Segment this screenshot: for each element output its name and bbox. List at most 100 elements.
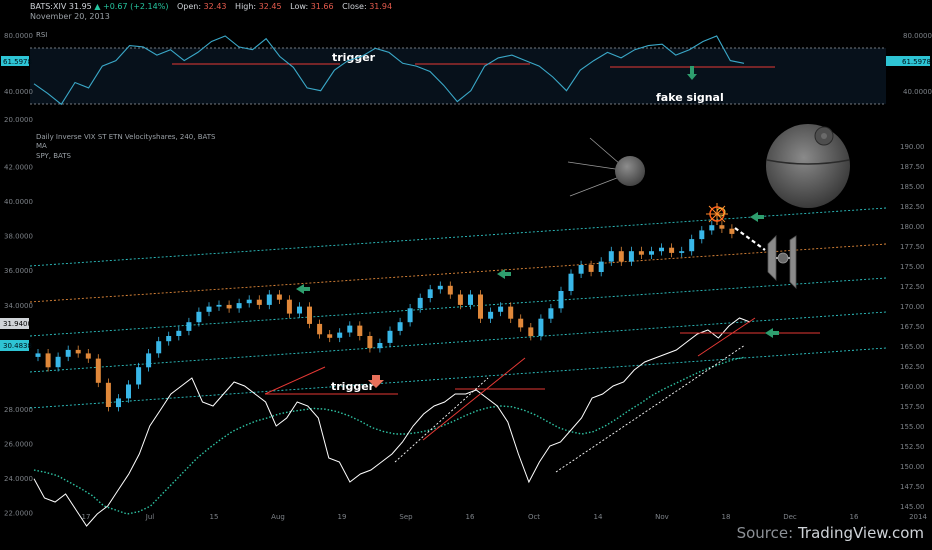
- candle-body: [548, 308, 554, 319]
- price-change: +0.67 (+2.14%): [103, 2, 169, 11]
- left-axis-tick: 42.0000: [4, 163, 33, 171]
- trendline-red-3: [697, 317, 756, 357]
- candle-body: [85, 353, 91, 359]
- right-axis-tick: 150.00: [900, 463, 925, 471]
- candle-body: [266, 294, 272, 305]
- low-label: Low:: [290, 2, 309, 11]
- right-axis-tick: 182.50: [900, 203, 925, 211]
- up-triangle-icon: ▲: [94, 2, 101, 11]
- candle-body: [357, 325, 363, 336]
- candle-body: [176, 330, 182, 336]
- left-axis-tick: 26.0000: [4, 440, 33, 448]
- trendline-red-2: [422, 357, 526, 441]
- right-axis-tick: 170.00: [900, 303, 925, 311]
- right-axis-tick: 177.50: [900, 243, 925, 251]
- candle-body: [659, 247, 664, 252]
- candle-body: [246, 299, 252, 304]
- left-axis-tick: 36.0000: [4, 267, 33, 275]
- channel-line-mid: [29, 243, 887, 303]
- candle-body: [709, 225, 715, 231]
- source-brand: TradingView.com: [797, 524, 924, 542]
- current-price-label: 31.9400: [3, 320, 32, 328]
- channel-line-3: [29, 311, 887, 373]
- candle-body: [196, 311, 202, 323]
- x-axis-tick: Jul: [145, 513, 155, 521]
- right-axis-tick: 165.00: [900, 343, 925, 351]
- candle-body: [317, 323, 323, 335]
- high-label: High:: [235, 2, 257, 11]
- candle-body: [447, 285, 453, 295]
- red-down-arrow-icon: [368, 375, 384, 388]
- x-axis-tick: 18: [722, 513, 731, 521]
- candle-body: [65, 349, 71, 357]
- left-axis-tick: 38.0000: [4, 233, 33, 241]
- death-star-icon: [766, 124, 850, 208]
- candle-body: [297, 306, 302, 314]
- left-axis-tick: 40.0000: [4, 198, 33, 206]
- source-credit[interactable]: Source: TradingView.com: [737, 524, 924, 542]
- tie-fighter-icon: [767, 235, 797, 289]
- open-value: 32.43: [203, 2, 227, 11]
- left-axis: 42.0000 40.0000 38.0000 36.0000 34.0000 28.00…: [4, 163, 33, 517]
- left-axis-tick: 34.0000: [4, 302, 33, 310]
- candle-body: [468, 294, 473, 305]
- candle-body: [478, 294, 483, 319]
- candle-body: [407, 308, 413, 323]
- candle-body: [45, 353, 51, 368]
- candle-body: [669, 247, 675, 253]
- left-axis-tick: 22.0000: [4, 510, 33, 518]
- rsi-current-label-right: 61.5978: [902, 58, 931, 66]
- right-axis-tick: 185.00: [900, 183, 925, 191]
- rsi-ytick-80: 80.0000: [4, 32, 33, 40]
- low-value: 31.66: [310, 2, 334, 11]
- xiv-candles: [35, 220, 735, 412]
- candle-body: [518, 318, 524, 328]
- right-axis-tick: 175.00: [900, 263, 925, 271]
- x-axis-tick: 16: [850, 513, 859, 521]
- candle-body: [236, 303, 242, 309]
- ma-price-badge: [0, 340, 29, 351]
- candle-body: [276, 294, 282, 300]
- candle-body: [729, 228, 735, 234]
- right-axis-tick: 152.50: [900, 443, 925, 451]
- green-arrow-icon-4: [765, 328, 779, 338]
- rsi-rtick-40: 40.0000: [903, 88, 932, 96]
- chart-date: November 20, 2013: [30, 12, 110, 21]
- candle-body: [116, 398, 121, 408]
- legend-ma: MA: [36, 142, 47, 150]
- right-axis-tick: 145.00: [900, 503, 925, 511]
- explosion-icon: [706, 203, 728, 225]
- candle-body: [55, 356, 61, 368]
- channel-line-bottom: [29, 347, 887, 409]
- candle-body: [538, 318, 544, 336]
- x-axis-tick: 19: [338, 513, 347, 521]
- x-axis-tick: 16: [466, 513, 475, 521]
- candle-body: [35, 353, 41, 357]
- candle-body: [558, 291, 564, 309]
- candle-body: [377, 343, 383, 349]
- projection-dashed-line: [734, 227, 766, 251]
- rsi-title: RSI: [36, 31, 47, 39]
- rsi-band: [30, 48, 886, 104]
- green-arrow-icon-3: [750, 212, 764, 222]
- candle-body: [226, 304, 232, 309]
- candle-body: [156, 341, 162, 354]
- current-price-badge: [0, 318, 29, 329]
- candle-body: [608, 251, 614, 262]
- right-axis-tick: 167.50: [900, 323, 925, 331]
- rsi-current-badge-right: [886, 56, 930, 66]
- right-axis-tick: 172.50: [900, 283, 925, 291]
- close-label: Close:: [342, 2, 367, 11]
- candle-body: [95, 358, 101, 383]
- channel-line-2: [29, 277, 887, 337]
- rsi-current-label-left: 61.5978: [3, 58, 32, 66]
- candle-body: [578, 265, 584, 274]
- high-value: 32.45: [258, 2, 282, 11]
- left-axis-tick: 28.0000: [4, 406, 33, 414]
- candle-body: [206, 306, 212, 312]
- right-axis: 190.00 187.50 185.00 182.50 180.00 177.50 175.…: [900, 143, 925, 511]
- right-axis-tick: 155.00: [900, 423, 925, 431]
- candle-body: [649, 251, 654, 255]
- candle-body: [689, 239, 695, 252]
